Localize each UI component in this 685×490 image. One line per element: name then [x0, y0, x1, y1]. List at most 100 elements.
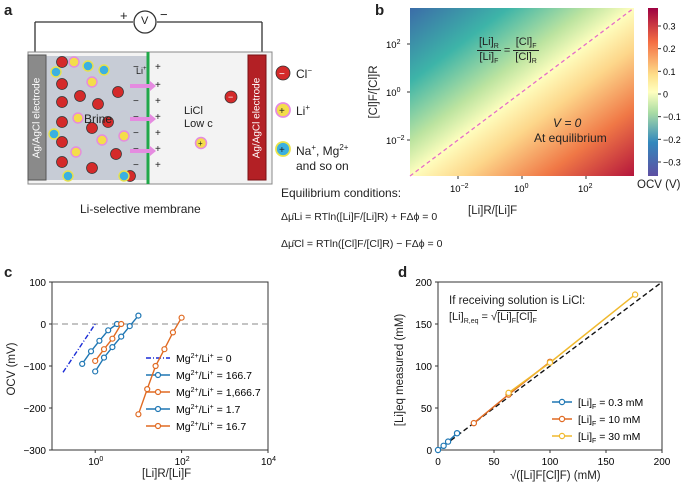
- d-point: [631, 291, 639, 298]
- d-point: [444, 438, 452, 445]
- cl-ion: [56, 56, 68, 68]
- d-legend-label: [Li]F = 0.3 mM: [578, 397, 643, 411]
- na-ion: [62, 170, 74, 182]
- panel-b-heatmap: 10−2 10−2 100 100 102 102 0.3 0.2 0.1 0 −0.1 −0.2 −0…: [386, 7, 681, 195]
- legend-na-text: Na+, Mg2+ and so on: [296, 143, 349, 173]
- c-point: [135, 312, 142, 319]
- d-ylabel: [Li]eq measured (mM): [394, 313, 406, 427]
- li-ion: [118, 130, 130, 142]
- b-xlabel: [Li]R/[Li]F: [468, 205, 518, 217]
- legend-cl-text: Cl−: [296, 66, 313, 81]
- b-ytick: 100: [386, 87, 401, 99]
- c-xtick: 100: [88, 456, 103, 468]
- d-ytick: 50: [421, 404, 433, 415]
- d-point: [505, 389, 512, 397]
- c-legend-label: Mg2+/Li+ = 166.7: [176, 370, 252, 382]
- c-point: [92, 357, 99, 365]
- c-legend-label: Mg2+/Li+ = 1.7: [176, 404, 240, 416]
- svg-text:+: +: [155, 80, 161, 91]
- d-xtick: 0: [435, 457, 441, 468]
- c-point: [100, 354, 108, 361]
- voltmeter-icon: [133, 10, 157, 34]
- colorbar-tick: −0.1: [663, 112, 681, 122]
- c-point: [118, 320, 125, 328]
- b-ylabel: [Cl]F/[Cl]R: [368, 65, 380, 119]
- li-ion: [70, 146, 82, 158]
- plus-sign: +: [120, 8, 128, 23]
- colorbar-tick: 0.1: [663, 67, 676, 77]
- panel-d-chart: 00 50 50 100 100 150 150 200 200 [Li]F = 0.3 mM [L…: [415, 278, 671, 468]
- equilibrium-title: Equilibrium conditions:: [281, 186, 402, 200]
- c-point: [100, 346, 108, 353]
- b-xtick: 10−2: [450, 183, 469, 195]
- minus-sign: −: [160, 7, 168, 22]
- li-ion: [68, 56, 80, 68]
- c-point: [105, 327, 112, 334]
- c-legend-label: Mg2+/Li+ = 16.7: [176, 421, 246, 433]
- legend-li-text: Li+: [296, 103, 311, 118]
- panel-d-label: d: [398, 264, 408, 281]
- c-point: [152, 362, 159, 370]
- licl-label: LiCl Low c: [184, 105, 213, 130]
- c-point: [79, 360, 86, 368]
- c-xtick: 104: [261, 456, 276, 468]
- d-ytick: 150: [415, 320, 432, 331]
- colorbar-tick: −0.3: [663, 158, 681, 168]
- na-legend-icon: [275, 141, 291, 157]
- svg-text:+: +: [155, 160, 161, 171]
- d-xtick: 200: [654, 457, 671, 468]
- d-xtick: 150: [598, 457, 615, 468]
- cl-ion: [110, 148, 122, 160]
- svg-text:−: −: [133, 160, 139, 171]
- svg-text:−: −: [133, 62, 139, 73]
- panel-b-label: b: [375, 2, 385, 19]
- c-point: [135, 411, 142, 418]
- colorbar-tick: 0: [663, 90, 668, 100]
- c-point: [169, 329, 177, 336]
- li-ion: [86, 76, 98, 88]
- d-ytick: 0: [426, 446, 432, 457]
- b-annotation-v: V = 0: [553, 116, 582, 130]
- panel-a-diagram: −+ −+ −+ −+ −+ −+ −+ − + − + +: [27, 10, 291, 185]
- b-xtick: 102: [578, 183, 593, 195]
- c-point: [118, 333, 125, 340]
- d-point: [546, 359, 554, 366]
- membrane-caption: Li-selective membrane: [80, 202, 201, 216]
- svg-text:−: −: [133, 128, 139, 139]
- d-ytick: 100: [415, 362, 432, 373]
- c-point: [109, 335, 116, 342]
- cl-ion: [56, 78, 68, 90]
- brine-label: Brine: [84, 112, 113, 126]
- na-ion: [82, 60, 94, 72]
- d-ytick: 200: [415, 278, 432, 289]
- b-ytick: 102: [386, 39, 401, 51]
- left-electrode-label: Ag/AgCl electrode: [31, 77, 43, 159]
- d-annotation-formula: [Li]R,eq = √[Li]F[Cl]F: [449, 310, 537, 326]
- colorbar-label: OCV (V): [637, 179, 681, 191]
- c-ytick: 0: [40, 320, 46, 331]
- c-xlabel: [Li]R/[Li]F: [142, 468, 192, 480]
- right-electrode: [247, 54, 267, 181]
- d-xtick: 50: [488, 457, 500, 468]
- cl-ion: [86, 162, 98, 174]
- cl-ion: [74, 90, 86, 102]
- li-legend-icon: [275, 102, 291, 118]
- c-series-line: [94, 323, 122, 362]
- d-point: [470, 419, 478, 427]
- panel-a-label: a: [4, 2, 13, 19]
- d-xlabel: √([Li]F[Cl]F) (mM): [510, 470, 601, 482]
- d-annotation: If receiving solution is LiCl:: [449, 295, 586, 307]
- cl-ion: [102, 116, 114, 128]
- c-ylabel: OCV (mV): [6, 342, 18, 396]
- na-ion: [118, 170, 130, 182]
- cl-ion: [92, 98, 104, 110]
- li-arrow-label: Li+: [136, 66, 147, 76]
- na-ion: [48, 128, 60, 140]
- d-point: [434, 446, 442, 454]
- svg-text:−: −: [133, 96, 139, 107]
- cl-ion: [56, 136, 68, 148]
- d-legend-label: [Li]F = 10 mM: [578, 414, 640, 428]
- svg-text:+: +: [279, 145, 285, 156]
- colorbar-tick: 0.2: [663, 44, 676, 54]
- c-ytick: −100: [23, 362, 46, 373]
